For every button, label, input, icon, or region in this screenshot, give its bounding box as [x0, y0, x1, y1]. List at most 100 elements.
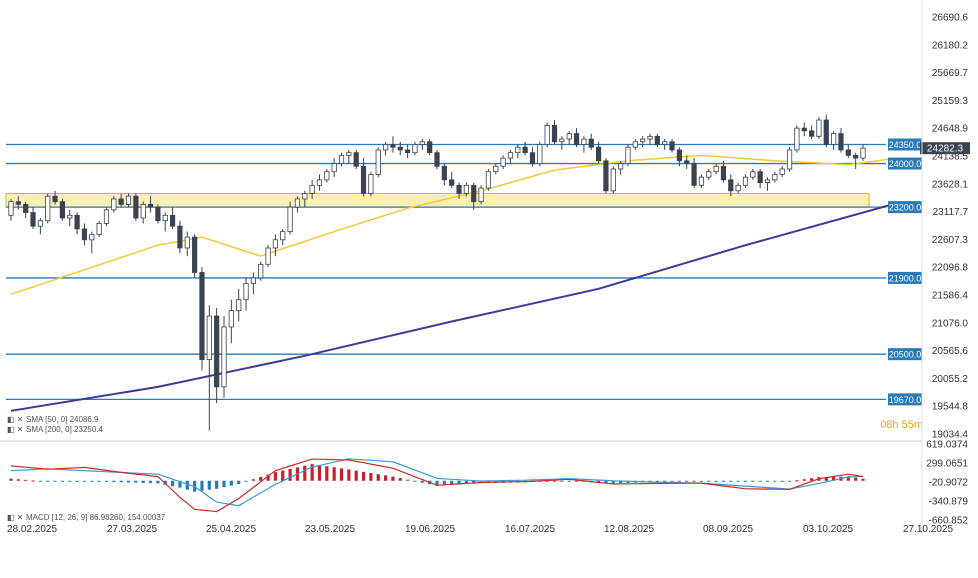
candle — [419, 139, 425, 150]
candle — [720, 160, 727, 183]
macd-histogram-bar — [126, 480, 131, 483]
candle — [8, 198, 14, 221]
candle — [566, 130, 572, 145]
candle — [169, 207, 176, 229]
level-label: 19670.0 — [889, 395, 922, 405]
macd-histogram-bar — [677, 480, 681, 482]
macd-histogram-bar — [310, 464, 314, 481]
x-tick-label: 12.08.2025 — [604, 524, 654, 535]
macd-histogram-bar — [361, 471, 366, 481]
candle — [81, 223, 88, 246]
macd-histogram-bar — [736, 480, 740, 482]
macd-histogram-bar — [244, 480, 248, 482]
candle — [610, 166, 616, 194]
level-label: 23200.0 — [889, 203, 922, 213]
y-tick-label: 19034.4 — [932, 430, 969, 441]
macd-histogram-bar — [729, 480, 733, 482]
macd-histogram-bar — [288, 468, 292, 481]
legend-eye-icon[interactable]: ◧ ✕ — [7, 425, 23, 434]
macd-tick-label: -20.9072 — [929, 478, 969, 489]
macd-histogram-bar — [545, 480, 549, 482]
macd-histogram-bar — [707, 480, 711, 482]
candle — [691, 158, 697, 189]
level-label: 24000.0 — [889, 159, 922, 169]
macd-histogram-bar — [560, 480, 564, 482]
macd-histogram-bar — [178, 480, 182, 488]
macd-histogram-bar — [611, 480, 615, 484]
countdown-timer: 08h 55m — [880, 419, 923, 431]
macd-histogram-bar — [82, 480, 87, 482]
candle — [228, 299, 234, 344]
macd-histogram-bar — [376, 474, 380, 481]
level-label: 21900.0 — [889, 273, 922, 283]
macd-histogram-bar — [325, 466, 329, 481]
candle — [272, 234, 279, 257]
candle — [412, 141, 418, 156]
candle — [74, 212, 80, 235]
macd-histogram-bar — [53, 480, 57, 482]
candle — [67, 209, 73, 227]
macd-histogram-bar — [332, 467, 336, 481]
x-tick-label: 27.03.2025 — [107, 524, 157, 535]
macd-histogram-bar — [68, 480, 72, 482]
macd-axis: 619.0374 299.0651 -20.9072 -340.879 -660.852 — [926, 440, 968, 527]
macd-histogram-bar — [567, 480, 571, 482]
macd-histogram-bar — [185, 480, 189, 490]
legend-eye-icon[interactable]: ◧ ✕ — [7, 513, 23, 522]
macd-histogram-bar — [383, 475, 388, 481]
candle — [742, 174, 749, 189]
legend-sma50: SMA [50, 0] 24086.9 — [26, 415, 99, 424]
macd-histogram-bar — [347, 469, 351, 481]
candle — [30, 207, 36, 229]
macd-histogram-bar — [16, 479, 20, 481]
macd-histogram-bar — [46, 480, 50, 482]
candle — [449, 171, 455, 189]
macd-histogram-bar — [846, 476, 850, 481]
macd-tick-label: 619.0374 — [926, 440, 968, 451]
macd-histogram-bar — [604, 480, 608, 484]
candle — [625, 144, 631, 167]
macd-line — [10, 458, 864, 513]
candle — [713, 163, 719, 175]
moving-averages — [10, 154, 893, 412]
macd-histogram-bar — [663, 480, 667, 482]
candle — [199, 267, 205, 371]
candle — [221, 316, 227, 398]
candle — [735, 182, 741, 194]
macd-histogram-bar — [773, 480, 777, 482]
candle — [779, 166, 785, 178]
candle — [573, 128, 580, 148]
macd-histogram-bar — [222, 480, 226, 488]
candle — [155, 204, 161, 224]
horizontal-levels[interactable] — [6, 143, 886, 401]
candle — [632, 139, 638, 150]
candle — [96, 220, 102, 238]
macd-histogram-bar — [141, 480, 145, 483]
candle — [280, 228, 286, 246]
macd-histogram-bar — [104, 480, 109, 482]
sma50-line — [10, 154, 893, 296]
candle — [654, 133, 660, 148]
candle — [353, 149, 359, 169]
candle — [786, 147, 793, 172]
macd-histogram-bar — [38, 480, 42, 482]
macd-histogram-bar — [743, 480, 748, 482]
macd-histogram-bar — [765, 480, 770, 482]
x-tick-label: 03.10.2025 — [803, 524, 853, 535]
candle — [236, 288, 242, 322]
macd-histogram-bar — [170, 480, 175, 487]
candle — [838, 128, 844, 153]
candle — [147, 196, 154, 213]
y-tick-label: 24648.9 — [932, 124, 969, 135]
candle — [808, 125, 815, 140]
candle — [816, 117, 822, 140]
macd-histogram-bar — [281, 470, 285, 481]
legend-eye-icon[interactable]: ◧ ✕ — [7, 415, 23, 424]
indicator-legend[interactable]: ◧ ✕ SMA [50, 0] 24086.9 ◧ ✕ SMA [200, 0]… — [7, 415, 166, 522]
macd-histogram-bar — [442, 480, 446, 486]
candle — [250, 272, 256, 295]
x-tick-label: 16.07.2025 — [505, 524, 555, 535]
candle — [405, 144, 411, 159]
candle — [507, 149, 514, 164]
